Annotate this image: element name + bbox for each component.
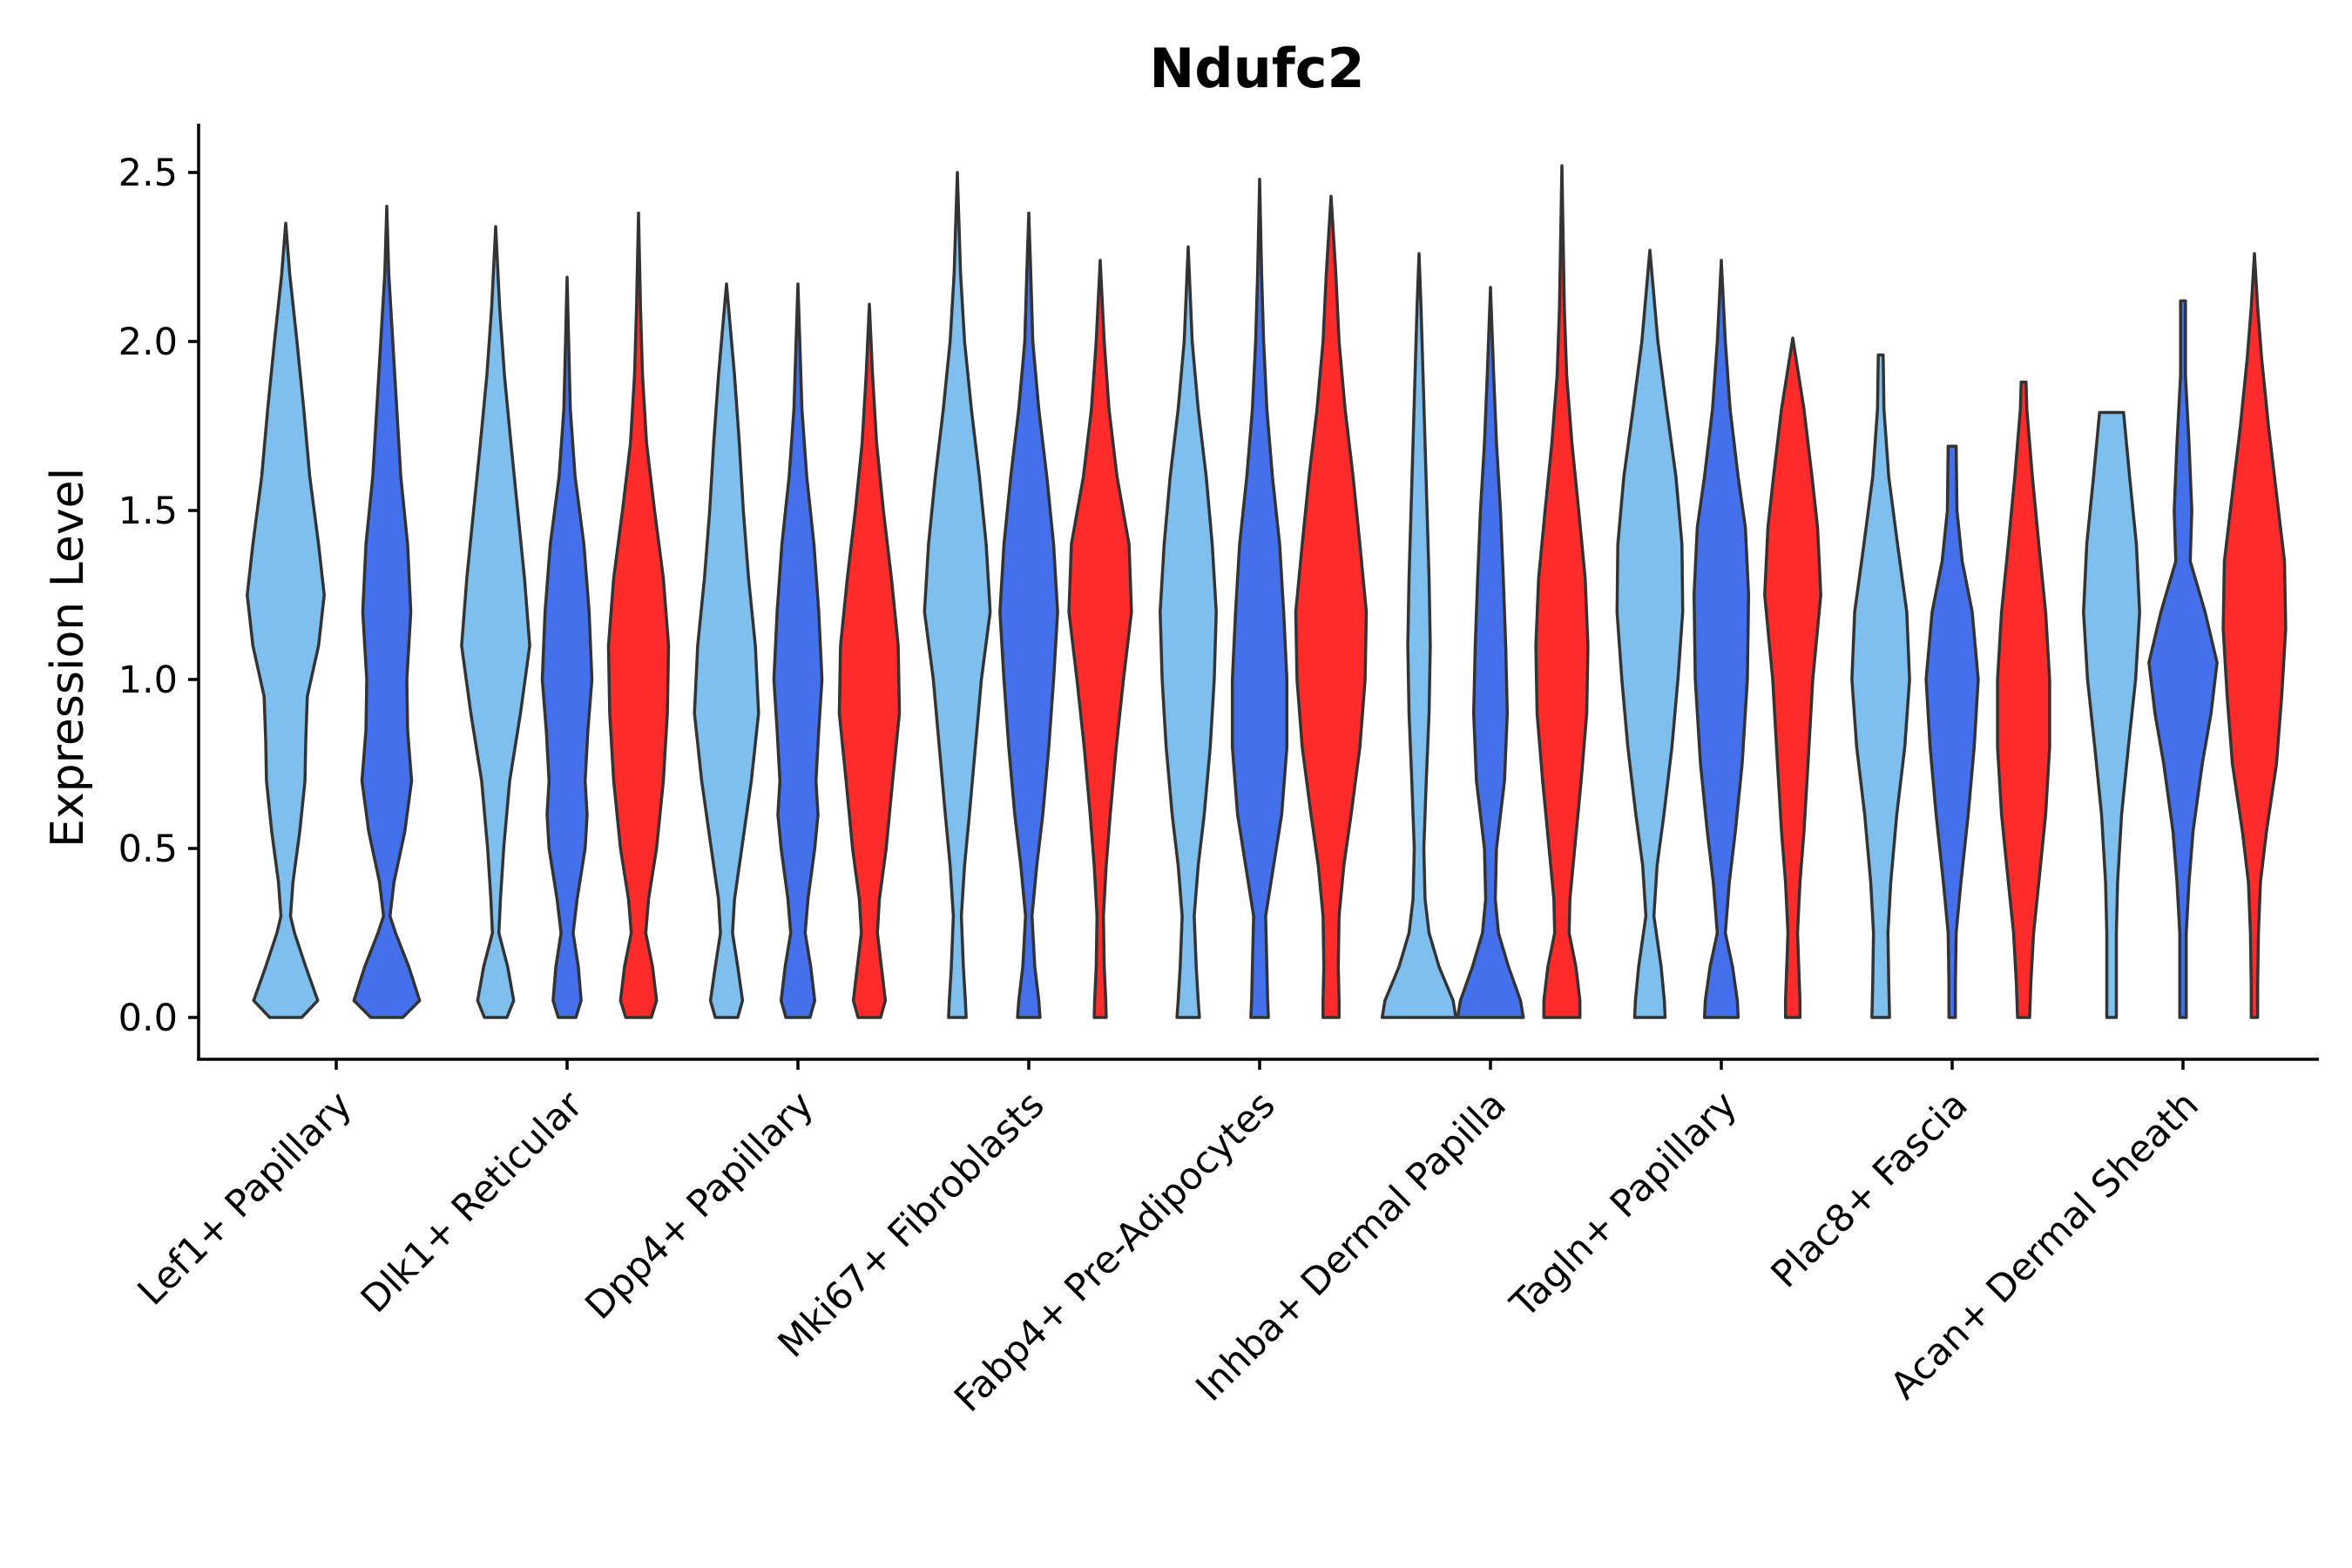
violin-4-1	[923, 171, 992, 1019]
violin-8-2	[1924, 444, 1980, 1019]
y-axis-label: Expression Level	[42, 468, 94, 848]
y-axis: 0.0 0.5 1.0 1.5 2.0 2.5	[118, 152, 199, 1040]
violin-3-2	[772, 282, 824, 1019]
violin-9-3	[2221, 252, 2288, 1019]
y-tick-label: 1.5	[118, 490, 178, 533]
violin-2-1	[460, 225, 531, 1019]
y-tick-label: 0.0	[118, 997, 178, 1040]
violin-4-3	[1067, 259, 1133, 1019]
violin-6-2	[1456, 286, 1525, 1019]
violin-9-1	[2082, 410, 2141, 1019]
violin-6-1	[1380, 252, 1458, 1019]
violin-3-3	[837, 302, 902, 1019]
y-tick-label: 2.5	[118, 152, 178, 195]
x-category-label: Mki67+ Fibroblasts	[770, 1083, 1053, 1366]
violin-7-2	[1692, 259, 1751, 1019]
violin-8-1	[1850, 353, 1911, 1019]
y-tick-label: 0.5	[118, 828, 178, 871]
x-category-label: Dpp4+ Papillary	[578, 1083, 822, 1328]
x-category-label: Dlk1+ Reticular	[353, 1083, 591, 1321]
x-category-label: Plac8+ Fascia	[1763, 1083, 1977, 1296]
violin-2-3	[606, 211, 671, 1019]
x-category-label: Tagln+ Papillary	[1502, 1083, 1746, 1327]
x-category-label: Lef1+ Papillary	[130, 1083, 361, 1314]
y-tick-label: 2.0	[118, 321, 178, 364]
y-tick-label: 1.0	[118, 659, 178, 702]
violin-7-3	[1763, 336, 1822, 1019]
chart-title: Ndufc2	[1149, 37, 1364, 100]
violin-3-1	[693, 282, 760, 1019]
violin-1-2	[352, 205, 422, 1019]
violin-5-2	[1230, 178, 1289, 1019]
violin-1-1	[246, 221, 326, 1019]
violin-9-2	[2147, 299, 2219, 1019]
violin-2-2	[540, 275, 594, 1019]
violin-8-3	[1996, 380, 2051, 1019]
violin-7-1	[1615, 248, 1685, 1019]
violin-4-2	[998, 211, 1059, 1019]
violin-5-3	[1294, 194, 1369, 1019]
violin-group	[246, 164, 2288, 1019]
violin-5-1	[1159, 245, 1218, 1019]
violin-6-3	[1534, 164, 1590, 1019]
